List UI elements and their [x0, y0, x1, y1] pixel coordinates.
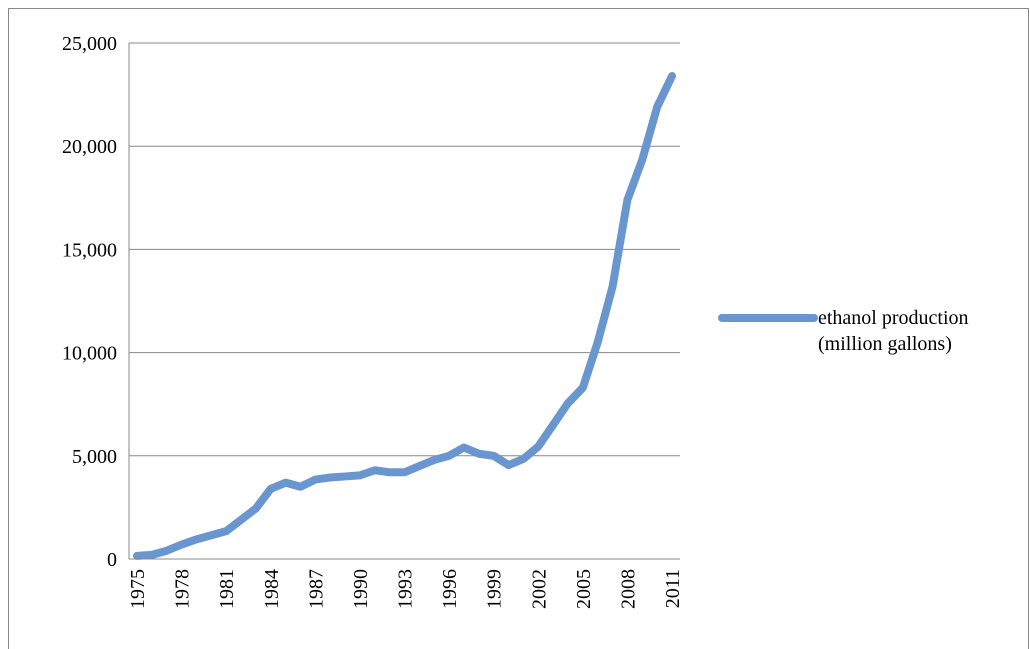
y-tick-label: 25,000 — [62, 33, 117, 55]
x-tick-label: 1996 — [439, 569, 461, 609]
y-tick-label: 15,000 — [62, 239, 117, 261]
data-line — [133, 72, 676, 560]
y-tick-label: 20,000 — [62, 136, 117, 158]
x-tick-label: 1987 — [305, 569, 327, 609]
chart-frame — [8, 8, 1029, 649]
x-tick-label: 1975 — [127, 569, 149, 609]
y-tick-label: 0 — [107, 549, 117, 571]
x-tick-label: 1993 — [395, 569, 417, 609]
y-tick-label: 10,000 — [62, 343, 117, 365]
x-tick-label: 2008 — [617, 569, 639, 609]
x-tick-label: 1999 — [484, 569, 506, 609]
x-tick-label: 2011 — [662, 569, 684, 608]
x-tick-label: 1984 — [261, 569, 283, 609]
x-tick-label: 1981 — [216, 569, 238, 609]
y-tick-label: 5,000 — [72, 446, 117, 468]
x-tick-label: 1978 — [172, 569, 194, 609]
x-tick-label: 2005 — [573, 569, 595, 609]
x-tick-label: 1990 — [350, 569, 372, 609]
x-tick-label: 2002 — [528, 569, 550, 609]
legend-label: ethanol production (million gallons) — [818, 307, 969, 355]
